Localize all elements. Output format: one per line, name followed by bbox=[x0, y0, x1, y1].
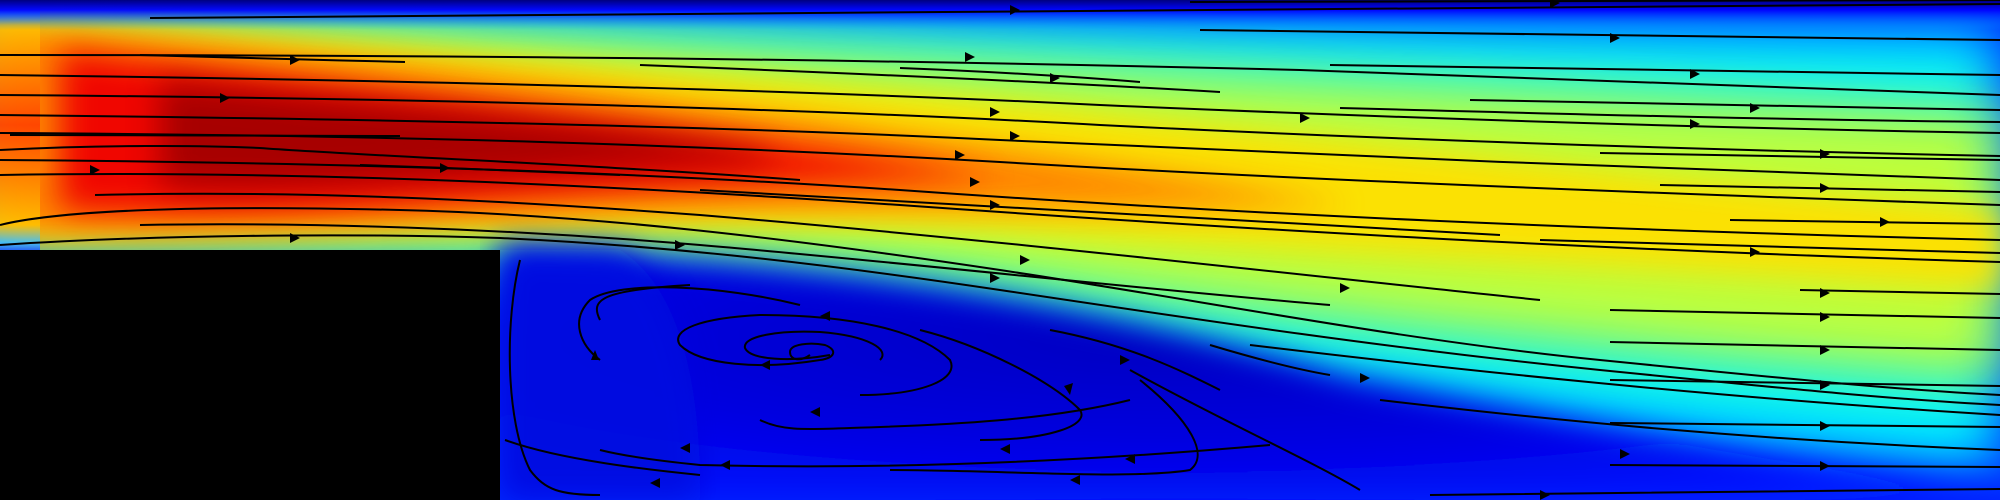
flow-arrow bbox=[1125, 454, 1135, 464]
streamline bbox=[1609, 309, 2000, 319]
streamline bbox=[1379, 399, 2000, 451]
vortex-streamline bbox=[595, 284, 691, 321]
streamline bbox=[0, 132, 2000, 206]
flow-arrow bbox=[440, 163, 450, 173]
flow-arrow bbox=[1820, 312, 1830, 322]
streamline bbox=[1609, 422, 2000, 428]
flow-arrow bbox=[90, 165, 100, 175]
flow-arrow bbox=[1340, 283, 1350, 293]
flow-arrow bbox=[955, 150, 965, 160]
vortex-streamline bbox=[788, 342, 835, 361]
streamline bbox=[0, 54, 2000, 96]
flow-arrow bbox=[1010, 5, 1020, 15]
flow-arrow bbox=[810, 407, 820, 417]
vortex-streamline bbox=[759, 399, 1131, 431]
flow-arrow bbox=[290, 233, 300, 243]
vortex-streamline bbox=[508, 259, 601, 496]
streamline bbox=[0, 234, 2000, 406]
flow-arrow bbox=[1550, 0, 1560, 8]
streamline-arrows bbox=[90, 0, 1890, 500]
streamline bbox=[94, 192, 1541, 301]
streamline bbox=[1659, 184, 2000, 193]
streamline bbox=[1799, 289, 2000, 295]
vortex-streamline bbox=[889, 379, 1199, 476]
vortex-streamline bbox=[743, 330, 884, 361]
flow-arrow bbox=[1540, 490, 1550, 500]
vortex-streamline bbox=[578, 286, 801, 361]
streamline bbox=[1539, 239, 2000, 254]
flow-arrow bbox=[720, 460, 730, 470]
flow-arrow bbox=[1820, 288, 1830, 298]
streamline bbox=[0, 144, 801, 181]
vortex-streamline bbox=[1209, 344, 1331, 376]
flow-arrow bbox=[965, 52, 975, 62]
flow-arrow bbox=[1880, 217, 1890, 227]
flow-arrow bbox=[820, 311, 830, 321]
flow-arrow bbox=[1000, 444, 1010, 454]
vortex-streamline bbox=[599, 444, 1271, 468]
flow-arrow bbox=[1120, 355, 1130, 365]
flow-arrow bbox=[675, 240, 685, 250]
flow-arrow bbox=[970, 177, 980, 187]
streamline bbox=[1609, 379, 2000, 387]
flow-arrow bbox=[990, 200, 1000, 210]
flow-arrow bbox=[1050, 73, 1060, 83]
flow-arrow bbox=[1620, 449, 1630, 459]
streamline bbox=[1609, 464, 2000, 468]
flow-arrow bbox=[680, 443, 690, 453]
flow-arrow bbox=[1070, 475, 1080, 485]
flow-arrow bbox=[1820, 183, 1830, 193]
streamline bbox=[0, 207, 2000, 396]
streamline bbox=[1189, 0, 2000, 3]
flow-arrow bbox=[1690, 69, 1700, 79]
flow-arrow bbox=[1750, 247, 1760, 257]
streamline bbox=[0, 94, 2000, 157]
flow-arrow bbox=[591, 350, 599, 360]
flow-arrow bbox=[990, 273, 1000, 283]
flow-arrow bbox=[650, 478, 660, 488]
streamline bbox=[1249, 344, 2000, 416]
vortex-streamline bbox=[1049, 329, 1221, 391]
flow-arrow bbox=[1064, 383, 1073, 395]
streamline bbox=[359, 164, 621, 176]
flow-arrow bbox=[1750, 103, 1760, 113]
vortex-streamline bbox=[504, 439, 701, 476]
flow-arrow bbox=[1820, 461, 1830, 471]
flow-arrow bbox=[1020, 255, 1030, 265]
streamline bbox=[139, 223, 1331, 306]
flow-arrow bbox=[1820, 149, 1830, 159]
streamline bbox=[0, 159, 2000, 241]
flow-arrow bbox=[1010, 131, 1020, 141]
streamline bbox=[0, 114, 2000, 181]
flow-arrow bbox=[1690, 119, 1700, 129]
streamline bbox=[699, 189, 1501, 236]
streamline bbox=[1339, 107, 2000, 123]
streamline bbox=[0, 173, 2000, 263]
streamline bbox=[639, 64, 1221, 93]
streamline bbox=[1199, 29, 2000, 41]
flow-arrow bbox=[1610, 33, 1620, 43]
flow-arrow bbox=[220, 93, 230, 103]
flow-arrow bbox=[1820, 421, 1830, 431]
streamline bbox=[1429, 488, 2000, 496]
flow-arrow bbox=[290, 55, 300, 65]
flow-arrow bbox=[1820, 380, 1830, 390]
streamline bbox=[899, 67, 1141, 83]
vortex-streamline bbox=[1129, 369, 1361, 491]
flow-arrow bbox=[760, 360, 770, 370]
flow-arrow bbox=[1300, 113, 1310, 123]
flow-arrow bbox=[990, 107, 1000, 117]
streamline bbox=[1609, 341, 2000, 351]
step-obstacle bbox=[0, 250, 500, 500]
streamline bbox=[1599, 152, 2000, 161]
streamline bbox=[1469, 99, 2000, 111]
flow-arrow bbox=[1820, 345, 1830, 355]
flow-arrow bbox=[1360, 373, 1370, 383]
vortex-streamline bbox=[677, 313, 953, 396]
streamline bbox=[149, 3, 2000, 19]
